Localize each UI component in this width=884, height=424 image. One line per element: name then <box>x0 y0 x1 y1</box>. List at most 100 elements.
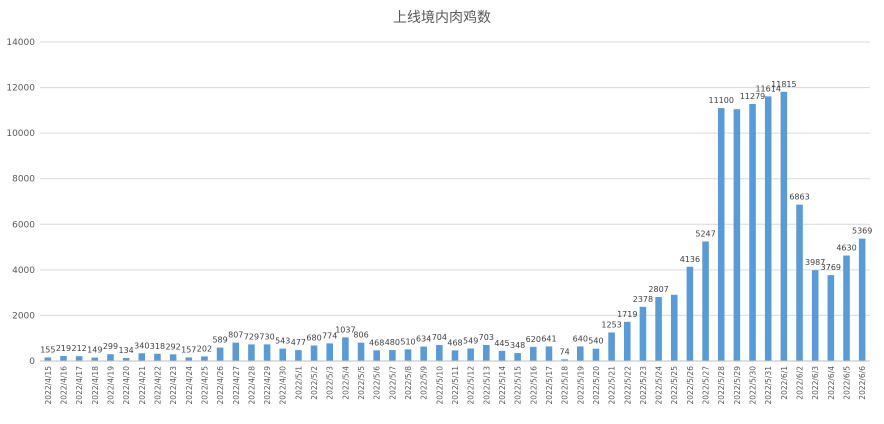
bar <box>122 357 130 361</box>
bar <box>75 356 83 361</box>
y-axis-ticks: 0 2000 4000 6000 8000 10000 12000 14000 <box>6 38 35 367</box>
x-tick-label: 2022/4/15 <box>44 366 53 405</box>
bar <box>764 96 772 362</box>
bar <box>483 344 490 361</box>
x-tick-label: 2022/4/25 <box>200 366 209 405</box>
bar <box>404 349 412 361</box>
data-label: 212 <box>72 344 87 353</box>
x-tick-label: 2022/5/24 <box>655 366 664 405</box>
x-axis-ticks: 2022/4/15 2022/4/16 2022/4/17 2022/4/18 2022… <box>44 366 867 405</box>
data-label: 680 <box>306 334 321 343</box>
bar <box>702 241 709 361</box>
data-label: 549 <box>463 336 478 345</box>
data-label: 4630 <box>836 244 856 253</box>
data-label: 477 <box>291 338 306 347</box>
x-tick-label: 2022/4/27 <box>232 366 241 405</box>
data-label: 2378 <box>633 295 653 304</box>
bar <box>279 348 287 361</box>
data-label: 318 <box>150 342 165 351</box>
bar <box>389 350 396 361</box>
bar <box>780 91 788 361</box>
x-tick-label: 2022/5/16 <box>529 366 538 405</box>
data-label: 589 <box>212 336 227 345</box>
data-label: 620 <box>526 335 541 344</box>
data-label: 634 <box>416 335 431 344</box>
x-tick-label: 2022/6/1 <box>780 366 789 400</box>
data-label: 543 <box>275 337 290 346</box>
x-tick-label: 2022/4/26 <box>216 366 225 405</box>
x-tick-label: 2022/5/18 <box>561 366 570 405</box>
data-label: 157 <box>181 345 196 354</box>
data-label: 703 <box>479 333 494 342</box>
bar <box>608 332 615 361</box>
bar <box>514 353 521 361</box>
x-tick-label: 2022/5/15 <box>514 366 523 405</box>
bar <box>138 353 146 361</box>
x-tick-label: 2022/4/19 <box>106 366 115 405</box>
x-tick-label: 2022/4/23 <box>169 366 178 405</box>
data-label: 340 <box>134 341 149 350</box>
bar <box>686 266 694 361</box>
data-label: 11815 <box>771 80 796 89</box>
x-tick-label: 2022/4/20 <box>122 366 131 405</box>
x-tick-label: 2022/5/29 <box>733 366 742 405</box>
data-label: 299 <box>103 342 118 351</box>
bar <box>717 108 725 361</box>
data-label: 202 <box>197 344 212 353</box>
x-tick-label: 2022/5/17 <box>545 366 554 405</box>
x-tick-label: 2022/4/16 <box>59 366 68 405</box>
bar <box>169 354 177 361</box>
bar <box>107 354 114 361</box>
x-tick-label: 2022/4/24 <box>185 366 194 405</box>
bar <box>310 345 318 361</box>
bar <box>201 356 208 361</box>
x-tick-label: 2022/5/19 <box>576 366 585 405</box>
bar <box>185 357 193 361</box>
bar <box>827 275 835 361</box>
bar <box>498 350 506 361</box>
data-label: 1253 <box>601 320 621 329</box>
y-tick-label: 14000 <box>6 38 35 48</box>
data-label: 774 <box>322 331 337 340</box>
data-label: 641 <box>541 334 556 343</box>
x-tick-label: 2022/6/5 <box>843 366 852 400</box>
x-tick-label: 2022/5/31 <box>764 366 773 405</box>
data-label: 11100 <box>708 96 733 105</box>
x-tick-label: 2022/5/11 <box>451 366 460 405</box>
data-label: 5247 <box>695 229 715 238</box>
y-tick-label: 2000 <box>12 311 35 321</box>
chart-title: 上线境内肉鸡数 <box>393 9 491 26</box>
x-tick-label: 2022/5/28 <box>717 366 726 405</box>
bar <box>749 103 756 361</box>
bar <box>44 357 52 361</box>
x-tick-label: 2022/5/22 <box>623 366 632 405</box>
data-label: 3769 <box>821 263 841 272</box>
x-tick-label: 2022/5/21 <box>608 366 617 405</box>
x-tick-label: 2022/5/26 <box>686 366 695 405</box>
bar <box>91 357 99 361</box>
data-label: 292 <box>165 342 180 351</box>
x-tick-label: 2022/6/6 <box>858 366 867 400</box>
x-tick-label: 2022/5/10 <box>435 366 444 405</box>
y-tick-label: 8000 <box>12 175 35 185</box>
data-label: 11614 <box>755 84 780 93</box>
data-label: 74 <box>560 347 570 356</box>
data-label: 468 <box>447 338 462 347</box>
bar <box>60 356 67 361</box>
x-tick-label: 2022/4/18 <box>91 366 100 405</box>
data-label: 4136 <box>680 255 700 264</box>
x-tick-label: 2022/4/21 <box>138 366 147 405</box>
x-tick-label: 2022/5/1 <box>294 366 303 400</box>
x-tick-label: 2022/5/8 <box>404 366 413 400</box>
bar <box>811 270 819 361</box>
bars <box>44 91 866 362</box>
bar <box>373 350 380 361</box>
bar <box>436 344 443 361</box>
x-tick-label: 2022/5/27 <box>702 366 711 405</box>
bar <box>858 238 866 361</box>
bar <box>357 342 365 361</box>
bar <box>154 353 161 361</box>
bar <box>216 347 224 361</box>
data-label: 11279 <box>740 92 765 101</box>
y-tick-label: 6000 <box>12 220 35 230</box>
